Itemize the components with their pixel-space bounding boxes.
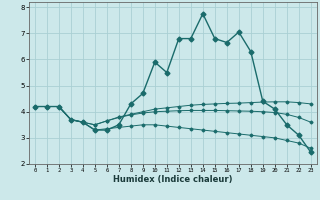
X-axis label: Humidex (Indice chaleur): Humidex (Indice chaleur): [113, 175, 233, 184]
